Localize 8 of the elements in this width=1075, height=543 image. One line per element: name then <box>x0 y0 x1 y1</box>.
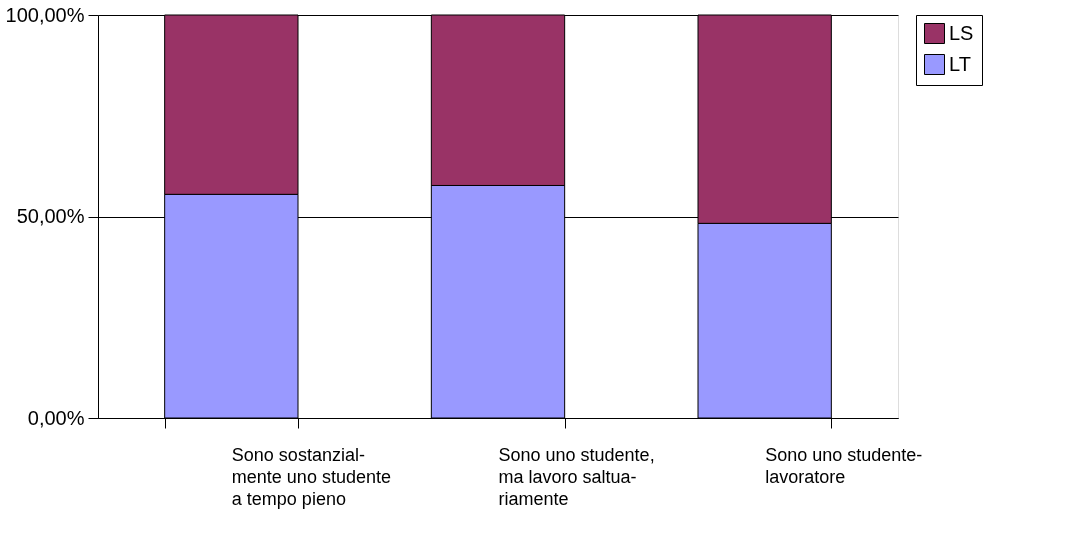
legend-label: LS <box>949 21 974 44</box>
x-tick-label: Sono uno studente, ma lavoro saltua- riamente <box>498 444 655 509</box>
legend-label: LT <box>949 52 971 75</box>
y-tick-label: 0,00% <box>27 406 85 429</box>
x-tick-label: Sono uno studente- lavoratore <box>765 444 923 487</box>
x-tick-label: Sono sostanzial- mente uno studente a tempo pieno <box>231 444 391 509</box>
y-tick-label: 50,00% <box>16 205 85 227</box>
y-tick-label: 100,00% <box>5 3 85 26</box>
